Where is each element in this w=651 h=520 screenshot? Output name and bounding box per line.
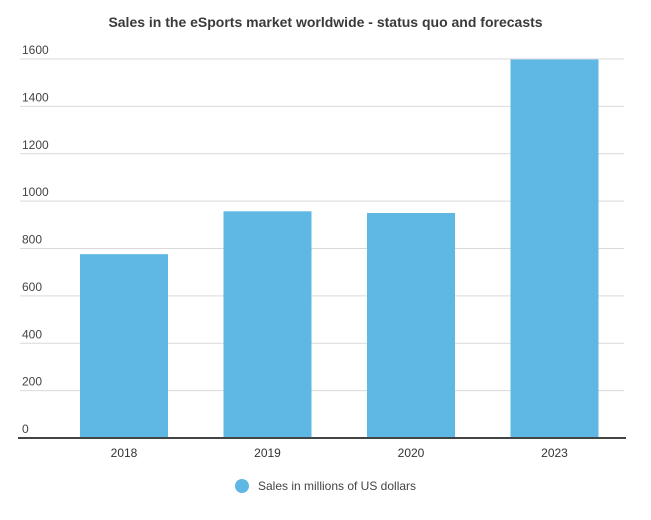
x-tick-label: 2018 xyxy=(111,446,138,460)
y-tick-label: 1000 xyxy=(22,185,49,199)
bar-2018 xyxy=(80,254,168,438)
y-tick-label: 200 xyxy=(22,375,42,389)
legend-label: Sales in millions of US dollars xyxy=(257,479,417,493)
legend-swatch xyxy=(234,479,249,493)
x-tick-label: 2019 xyxy=(254,446,281,460)
bar-2019 xyxy=(223,211,312,438)
legend: Sales in millions of US dollars xyxy=(0,479,651,493)
y-tick-label: 1400 xyxy=(22,90,49,104)
bar-2020 xyxy=(367,212,455,438)
bar-2023 xyxy=(510,59,599,438)
y-tick-label: 0 xyxy=(22,422,29,436)
y-tick-label: 1600 xyxy=(22,43,49,57)
y-tick-label: 800 xyxy=(22,233,42,247)
x-tick-label: 2020 xyxy=(398,446,425,460)
y-tick-label: 1200 xyxy=(22,138,49,152)
x-tick-label: 2023 xyxy=(541,446,568,460)
chart-title: Sales in the eSports market worldwide - … xyxy=(108,14,543,30)
y-tick-label: 400 xyxy=(22,327,42,341)
y-tick-label: 600 xyxy=(22,280,42,294)
